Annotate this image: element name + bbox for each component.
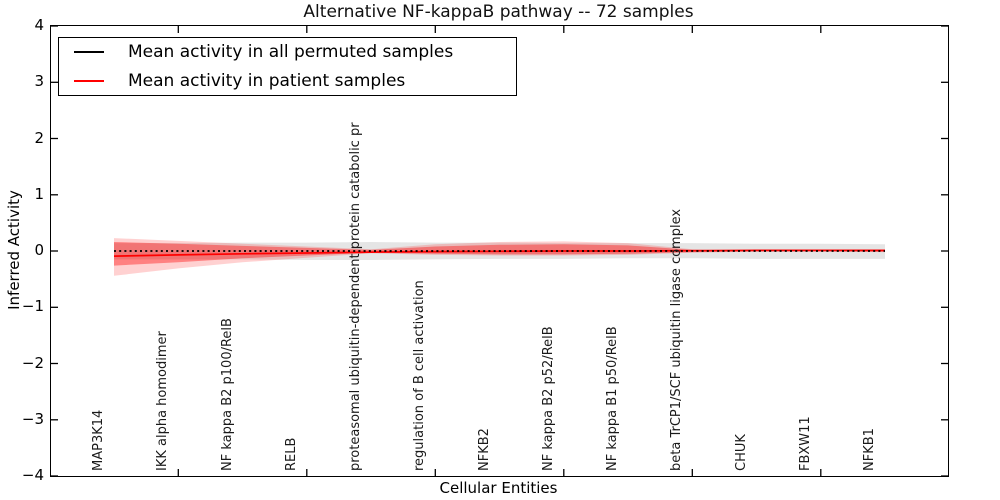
y-axis-label: Inferred Activity	[5, 190, 23, 310]
black-line-swatch	[74, 51, 104, 54]
legend-label-permuted: Mean activity in all permuted samples	[128, 42, 454, 63]
y-tick-label: −4	[21, 466, 44, 484]
x-category-label: IKK alpha homodimer	[155, 331, 171, 471]
y-tick-label: 2	[34, 128, 44, 147]
x-category-label: NF kappa B2 p52/RelB	[540, 326, 556, 471]
band-patient-samples-std-outer	[114, 238, 885, 276]
x-category-label: FBXW11	[797, 416, 813, 471]
legend: Mean activity in all permuted samples Me…	[58, 37, 517, 96]
y-tick-label: 3	[34, 72, 44, 91]
x-category-label: NF kappa B1 p50/RelB	[605, 326, 620, 471]
x-category-label: beta TrCP1/SCF ubiquitin ligase complex	[669, 208, 685, 471]
legend-item-permuted: Mean activity in all permuted samples	[59, 38, 516, 67]
plot-canvas	[51, 26, 948, 476]
y-tick-label: 0	[34, 241, 44, 259]
x-category-label: MAP3K14	[91, 409, 106, 471]
x-category-label: RELB	[283, 437, 299, 471]
chart-title: Alternative NF-kappaB pathway -- 72 samp…	[303, 2, 694, 22]
x-category-label: regulation of B cell activation	[412, 280, 428, 471]
x-category-label: NFKB2	[476, 428, 492, 471]
y-tick-label: 4	[34, 16, 44, 34]
y-tick-label: −3	[21, 409, 44, 428]
x-category-label: proteasomal ubiquitin-dependent protein …	[348, 122, 363, 471]
y-tick-label: 1	[34, 184, 44, 203]
y-tick-label: −1	[21, 297, 44, 316]
x-category-label: NF kappa B2 p100/RelB	[219, 318, 235, 471]
legend-label-patient: Mean activity in patient samples	[128, 70, 406, 91]
x-category-label: NFKB1	[862, 428, 877, 471]
x-category-label: CHUK	[733, 434, 749, 471]
plot-area	[50, 25, 949, 477]
red-line-swatch	[74, 79, 104, 82]
legend-item-patient: Mean activity in patient samples	[59, 67, 516, 96]
band-patient-samples-std-inner	[114, 242, 885, 266]
x-axis-label: Cellular Entities	[439, 479, 558, 497]
y-tick-label: −2	[21, 353, 44, 372]
